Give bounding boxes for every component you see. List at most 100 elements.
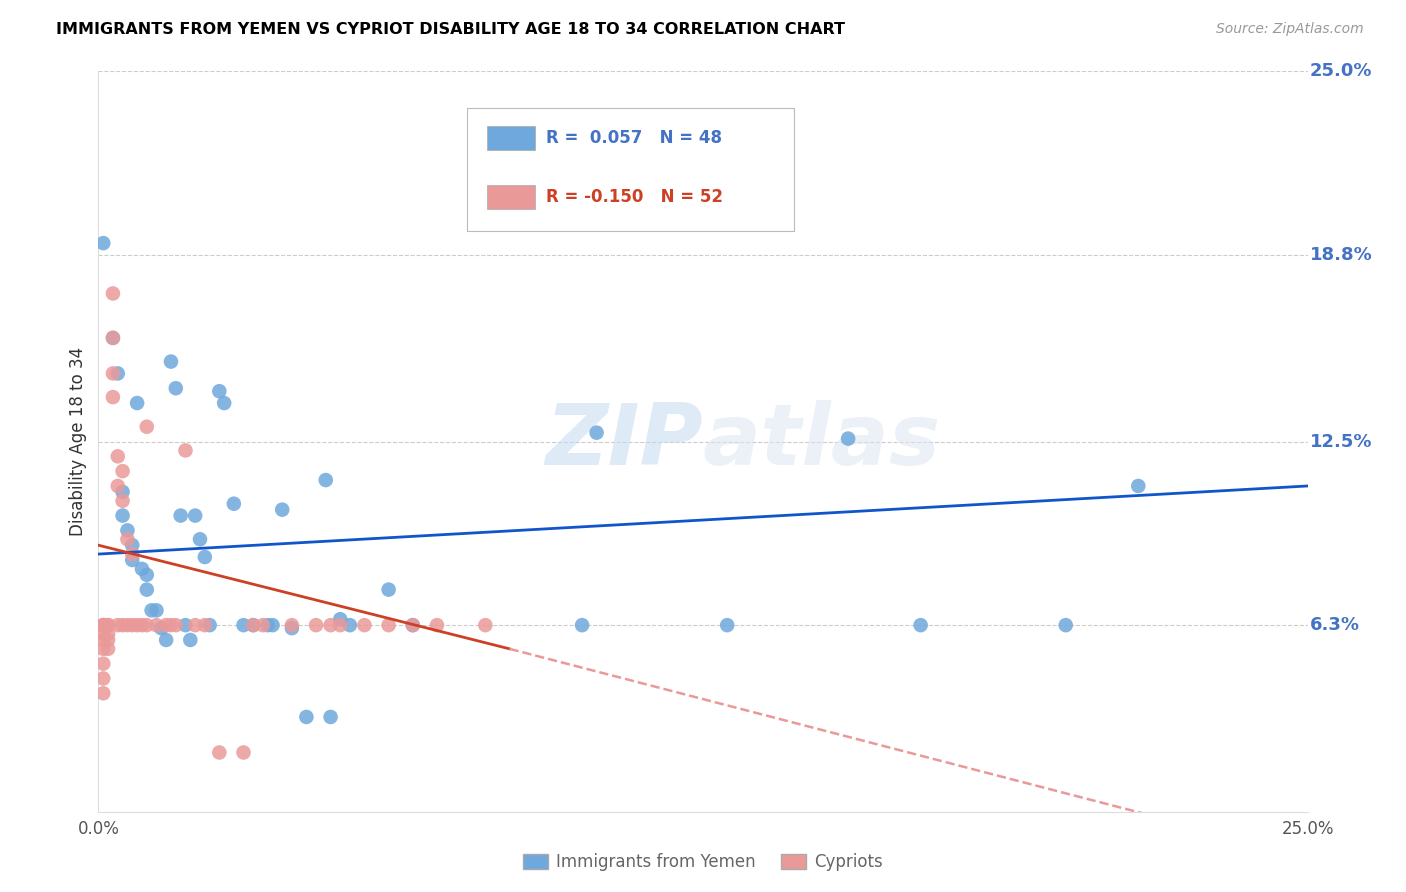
Point xyxy=(174,618,197,632)
Point xyxy=(91,657,114,671)
Point xyxy=(256,618,278,632)
Point xyxy=(208,746,231,760)
Point xyxy=(198,618,221,632)
Text: 25.0%: 25.0% xyxy=(1310,62,1372,80)
Point xyxy=(160,354,183,368)
Point xyxy=(281,621,304,635)
Point xyxy=(194,549,217,564)
Point xyxy=(117,533,139,547)
Point xyxy=(242,618,264,632)
Point xyxy=(837,432,859,446)
Point xyxy=(117,524,139,538)
Point xyxy=(295,710,318,724)
Point xyxy=(127,618,149,632)
Point xyxy=(252,618,274,632)
Point xyxy=(377,618,399,632)
Point xyxy=(329,618,352,632)
Point xyxy=(232,618,254,632)
Point xyxy=(121,538,143,552)
Point xyxy=(145,603,167,617)
Point xyxy=(155,632,177,647)
Text: IMMIGRANTS FROM YEMEN VS CYPRIOT DISABILITY AGE 18 TO 34 CORRELATION CHART: IMMIGRANTS FROM YEMEN VS CYPRIOT DISABIL… xyxy=(56,22,845,37)
Point xyxy=(91,236,114,251)
FancyBboxPatch shape xyxy=(467,108,793,230)
Point xyxy=(262,618,284,632)
Point xyxy=(97,627,120,641)
Point xyxy=(174,443,197,458)
Point xyxy=(135,582,157,597)
Point xyxy=(179,632,201,647)
Point xyxy=(165,381,187,395)
Point xyxy=(107,367,129,381)
Point xyxy=(121,553,143,567)
Text: atlas: atlas xyxy=(703,400,941,483)
Point xyxy=(135,618,157,632)
Point xyxy=(212,396,235,410)
Point xyxy=(165,618,187,632)
Point xyxy=(160,618,183,632)
Point xyxy=(97,618,120,632)
Point xyxy=(402,618,425,632)
Point xyxy=(184,508,207,523)
Point xyxy=(281,618,304,632)
Point xyxy=(145,618,167,632)
Point xyxy=(91,627,114,641)
Point xyxy=(121,547,143,561)
Point xyxy=(319,710,342,724)
Point xyxy=(377,582,399,597)
FancyBboxPatch shape xyxy=(486,186,534,209)
Point xyxy=(97,632,120,647)
Point xyxy=(107,450,129,464)
FancyBboxPatch shape xyxy=(486,126,534,150)
Point xyxy=(1054,618,1077,632)
Point xyxy=(585,425,607,440)
Point xyxy=(91,641,114,656)
Point xyxy=(305,618,328,632)
Point xyxy=(91,618,114,632)
Point xyxy=(910,618,932,632)
Point xyxy=(315,473,337,487)
Point xyxy=(101,331,124,345)
Text: 6.3%: 6.3% xyxy=(1310,616,1360,634)
Point xyxy=(571,618,593,632)
Text: Source: ZipAtlas.com: Source: ZipAtlas.com xyxy=(1216,22,1364,37)
Point xyxy=(319,618,342,632)
Point xyxy=(169,508,191,523)
Legend: Immigrants from Yemen, Cypriots: Immigrants from Yemen, Cypriots xyxy=(516,847,890,878)
Point xyxy=(242,618,264,632)
Point xyxy=(232,746,254,760)
Point xyxy=(1128,479,1150,493)
Point xyxy=(97,618,120,632)
Y-axis label: Disability Age 18 to 34: Disability Age 18 to 34 xyxy=(69,347,87,536)
Point xyxy=(111,508,134,523)
Text: 18.8%: 18.8% xyxy=(1310,246,1372,264)
Point xyxy=(271,502,294,516)
Text: R = -0.150   N = 52: R = -0.150 N = 52 xyxy=(546,188,723,206)
Point xyxy=(716,618,738,632)
Point xyxy=(101,331,124,345)
Point xyxy=(107,479,129,493)
Point xyxy=(117,618,139,632)
Point xyxy=(91,618,114,632)
Point xyxy=(111,484,134,499)
Point xyxy=(426,618,449,632)
Point xyxy=(402,618,425,632)
Point xyxy=(155,618,177,632)
Point xyxy=(101,367,124,381)
Point xyxy=(184,618,207,632)
Point xyxy=(91,632,114,647)
Point xyxy=(135,419,157,434)
Point xyxy=(339,618,361,632)
Point xyxy=(194,618,217,632)
Point xyxy=(141,603,163,617)
Text: ZIP: ZIP xyxy=(546,400,703,483)
Point xyxy=(353,618,375,632)
Point xyxy=(101,286,124,301)
Point xyxy=(131,618,153,632)
Point xyxy=(111,493,134,508)
Point xyxy=(107,618,129,632)
Point xyxy=(121,618,143,632)
Point xyxy=(222,497,245,511)
Point xyxy=(127,396,149,410)
Point xyxy=(97,641,120,656)
